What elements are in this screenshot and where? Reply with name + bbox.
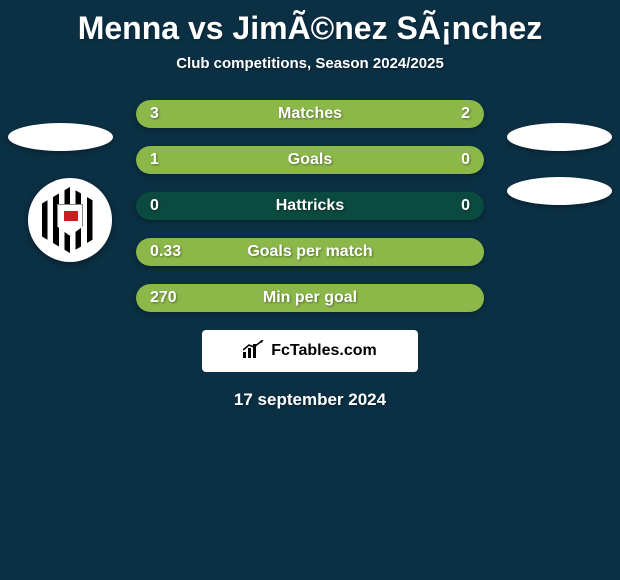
stat-label: Matches <box>136 105 484 123</box>
stat-row-matches: 3 Matches 2 <box>136 100 484 128</box>
stat-label: Goals per match <box>136 243 484 261</box>
stat-right-value: 0 <box>461 197 470 215</box>
fctables-logo-text: FcTables.com <box>271 342 377 360</box>
player-right-oval <box>507 123 612 151</box>
fctables-logo[interactable]: FcTables.com <box>202 330 418 372</box>
stat-label: Goals <box>136 151 484 169</box>
stat-row-goals: 1 Goals 0 <box>136 146 484 174</box>
stat-row-gpm: 0.33 Goals per match <box>136 238 484 266</box>
player-left-oval <box>8 123 113 151</box>
player-right-oval-2 <box>507 177 612 205</box>
stat-right-value: 2 <box>461 105 470 123</box>
subtitle: Club competitions, Season 2024/2025 <box>0 55 620 72</box>
container: Menna vs JimÃ©nez SÃ¡nchez Club competit… <box>0 0 620 580</box>
page-title: Menna vs JimÃ©nez SÃ¡nchez <box>0 0 620 47</box>
stat-right-value: 0 <box>461 151 470 169</box>
chart-icon <box>243 340 265 363</box>
stat-row-mpg: 270 Min per goal <box>136 284 484 312</box>
stats-panel: 3 Matches 2 1 Goals 0 0 Hattricks 0 0.33… <box>136 100 484 312</box>
date-text: 17 september 2024 <box>0 390 620 410</box>
stat-row-hattricks: 0 Hattricks 0 <box>136 192 484 220</box>
stat-label: Min per goal <box>136 289 484 307</box>
club-badge <box>28 178 112 262</box>
club-badge-stripes <box>42 187 98 253</box>
club-badge-crest <box>57 204 83 236</box>
stat-label: Hattricks <box>136 197 484 215</box>
